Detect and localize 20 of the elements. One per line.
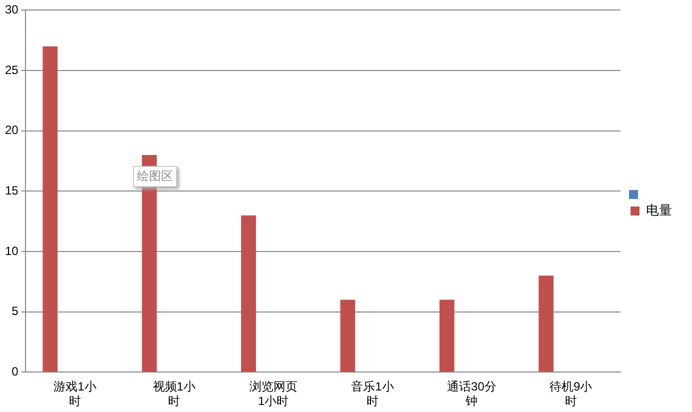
x-tick-label: 通话30分钟 bbox=[447, 380, 496, 408]
y-tick-label: 0 bbox=[12, 364, 19, 379]
x-tick-label: 待机9小时 bbox=[550, 380, 592, 408]
bar bbox=[538, 276, 554, 372]
y-tick-label: 25 bbox=[4, 62, 19, 77]
bar bbox=[439, 300, 454, 372]
legend-label: 电量 bbox=[646, 203, 672, 218]
bar bbox=[241, 215, 256, 372]
bar bbox=[42, 46, 58, 372]
y-tick-label: 10 bbox=[4, 244, 19, 258]
x-tick-label: 游戏1小时 bbox=[54, 380, 96, 408]
x-tick-label: 音乐1小时 bbox=[351, 380, 394, 408]
x-tick-label: 浏览网页1小时 bbox=[249, 380, 298, 408]
y-tick-label: 30 bbox=[4, 2, 19, 17]
y-tick-label: 15 bbox=[4, 184, 19, 198]
bar bbox=[340, 300, 356, 372]
y-tick-label: 5 bbox=[12, 304, 19, 318]
annotation: 绘图区 bbox=[133, 166, 177, 187]
x-tick-label: 视频1小时 bbox=[152, 380, 196, 408]
y-tick-label: 20 bbox=[4, 123, 19, 138]
